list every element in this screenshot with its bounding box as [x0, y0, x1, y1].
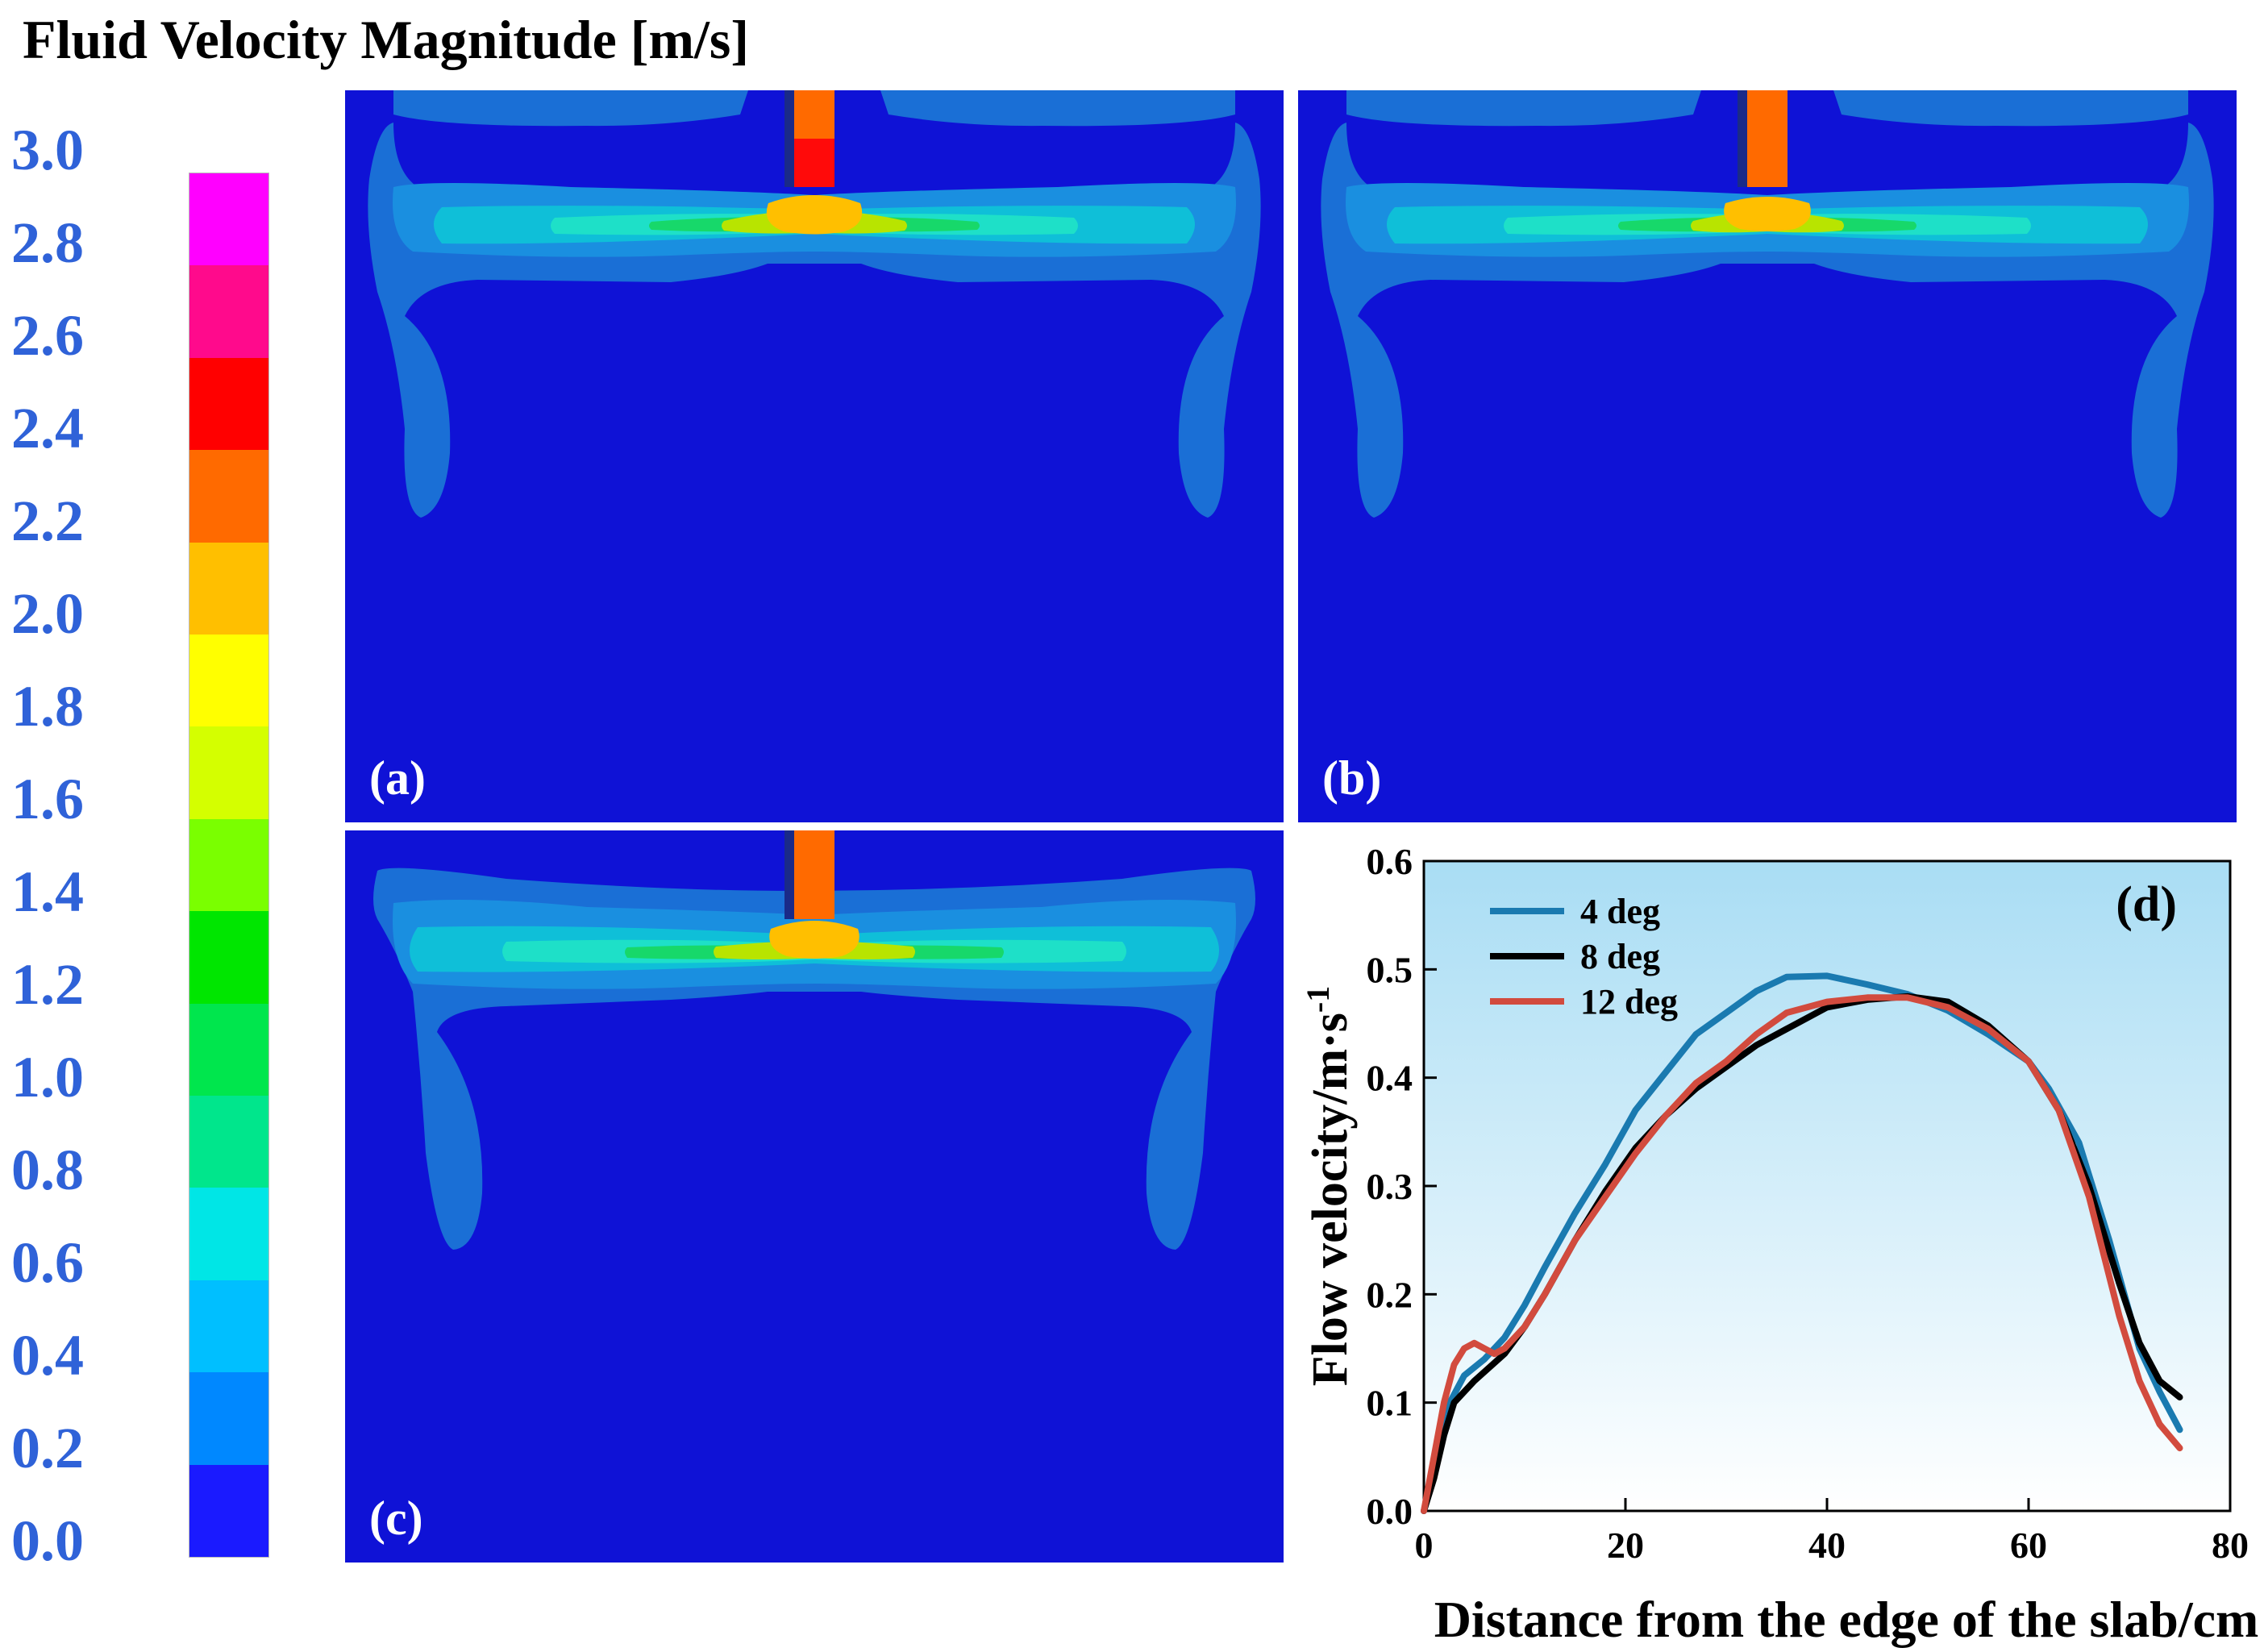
y-axis-title-superscript: -1: [1300, 986, 1336, 1013]
y-tick-label: 0.2: [1367, 1274, 1413, 1315]
colorbar-label: 1.6: [11, 767, 84, 831]
line-chart-panel-d: 0 20 40 60 80 0.0 0.1 0.2 0.3 0.4 0.5 0.6 4 deg 8 de…: [1290, 830, 2264, 1648]
colorbar-segment: [189, 726, 268, 819]
x-tick-label: 40: [1808, 1525, 1846, 1566]
colorbar-label: 2.8: [11, 210, 84, 275]
colorbar-label: 0.6: [11, 1230, 84, 1295]
colorbar-segment: [189, 450, 268, 543]
colorbar-segment: [189, 1095, 268, 1188]
colorbar-segment: [189, 818, 268, 912]
colorbar-segment: [189, 1003, 268, 1096]
panel-label-d: (d): [2116, 877, 2177, 932]
colorbar-label: 2.6: [11, 303, 84, 368]
colorbar-label: 0.4: [11, 1323, 84, 1388]
colorbar-segment: [189, 173, 268, 266]
colorbar-label: 1.0: [11, 1045, 84, 1109]
colorbar-label: 0.8: [11, 1138, 84, 1202]
colorbar-segment: [189, 542, 268, 635]
colorbar-label: 1.4: [11, 859, 84, 924]
contour-panel-a: (a): [345, 90, 1284, 822]
series-line-12-deg: [1421, 994, 2183, 1514]
colorbar-label: 2.4: [11, 396, 84, 460]
y-tick-label: 0.1: [1367, 1383, 1413, 1424]
contour-panel-b: (b): [1298, 90, 2237, 822]
colorbar-segment: [189, 1280, 268, 1373]
legend-label: 12 deg: [1580, 982, 1678, 1022]
colorbar-label: 1.8: [11, 674, 84, 739]
colorbar-segment: [189, 634, 268, 727]
contour-plot-a: [345, 90, 1284, 822]
colorbar-label: 2.0: [11, 581, 84, 646]
y-tick-label: 0.0: [1367, 1491, 1413, 1532]
contour-plot-b: [1298, 90, 2237, 822]
colorbar: [189, 173, 269, 1558]
x-tick-label: 20: [1607, 1525, 1644, 1566]
x-tick-label: 0: [1415, 1525, 1434, 1566]
y-tick-label: 0.6: [1367, 841, 1413, 882]
colorbar-label: 2.2: [11, 489, 84, 553]
colorbar-segment: [189, 265, 268, 358]
colorbar-segment: [189, 1188, 268, 1280]
y-tick-label: 0.3: [1367, 1166, 1413, 1207]
colorbar-label: 0.2: [11, 1416, 84, 1480]
y-axis-title: Flow velocity/m·s-1: [1300, 986, 1358, 1387]
x-tick-label: 80: [2212, 1525, 2249, 1566]
colorbar-labels: 3.0 2.8 2.6 2.4 2.2 2.0 1.8 1.6 1.4 1.2 …: [11, 105, 132, 1596]
contour-plot-c: [345, 830, 1284, 1563]
colorbar-segment: [189, 1372, 268, 1465]
legend-label: 4 deg: [1580, 892, 1660, 931]
colorbar-segment: [189, 1464, 268, 1557]
line-chart-svg: 0 20 40 60 80 0.0 0.1 0.2 0.3 0.4 0.5 0.6 4 deg 8 de…: [1300, 841, 2259, 1648]
colorbar-label: 3.0: [11, 118, 84, 182]
panel-label-a: (a): [369, 751, 426, 805]
y-tick-label: 0.4: [1367, 1058, 1413, 1099]
legend-label: 8 deg: [1580, 937, 1660, 976]
panel-label-c: (c): [369, 1492, 423, 1545]
colorbar-segment: [189, 911, 268, 1004]
x-tick-label: 60: [2010, 1525, 2047, 1566]
panel-label-b: (b): [1322, 751, 1382, 805]
y-axis-title-main: Flow velocity/m·s: [1303, 1013, 1358, 1386]
figure-title: Fluid Velocity Magnitude [m/s]: [23, 9, 750, 70]
colorbar-segment: [189, 357, 268, 451]
y-tick-label: 0.5: [1367, 949, 1413, 990]
colorbar-label: 0.0: [11, 1508, 84, 1573]
colorbar-label: 1.2: [11, 952, 84, 1017]
contour-panel-c: (c): [345, 830, 1284, 1563]
x-axis-title: Distance from the edge of the slab/cm: [1434, 1591, 2259, 1648]
